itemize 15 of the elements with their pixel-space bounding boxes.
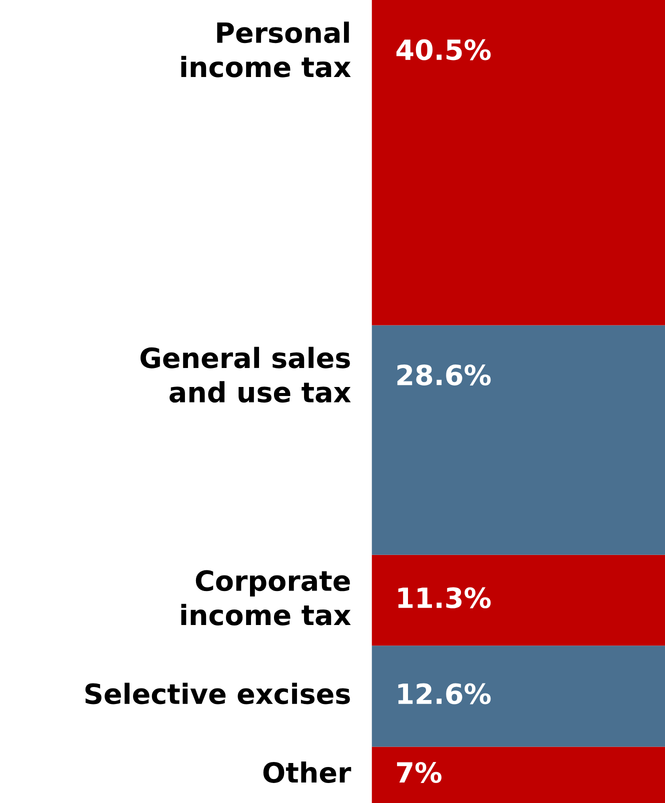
bar — [372, 646, 665, 747]
series-label: Selective excises — [85, 682, 350, 704]
data-label: 28.6% — [397, 364, 491, 386]
bar — [372, 746, 665, 803]
series-label: Corporate income tax — [181, 570, 351, 626]
bar — [372, 0, 665, 326]
series-label: Personal income tax — [181, 22, 351, 78]
series-label: Other — [263, 761, 352, 783]
bar — [372, 554, 665, 646]
data-label: 12.6% — [398, 683, 491, 704]
series-label: General sales and use tax — [140, 346, 351, 403]
bar — [372, 325, 665, 555]
data-label: 7% — [397, 762, 442, 783]
data-label: 40.5% — [396, 39, 491, 60]
data-label: 11.3% — [398, 587, 491, 608]
